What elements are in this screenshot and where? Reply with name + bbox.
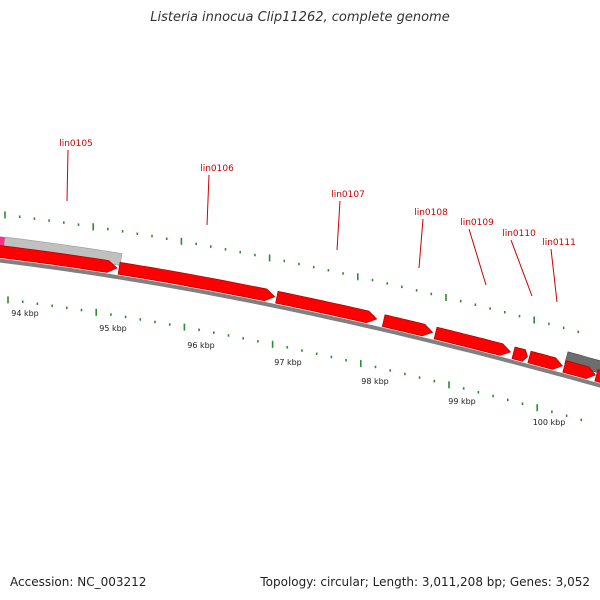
gene-leader-line [418,218,424,269]
gene-leader-line [336,200,341,251]
gene-arrow [594,369,600,383]
gene-layer [0,245,600,383]
scale-tick-label: 97 kbp [274,358,302,367]
gene-label: lin0106 [200,164,234,174]
gene-label: lin0107 [331,190,365,200]
gene-arrow [0,245,118,273]
scale-tick-label: 99 kbp [448,397,476,406]
gene-arrow [433,326,512,356]
gene-arrow [275,290,378,324]
gene-arrow [381,314,434,337]
gc-dot-layer [4,211,583,422]
gene-leader-line [66,149,69,202]
gene-arrow [117,262,276,302]
accession-text: Accession: NC_003212 [10,575,147,589]
gene-arrow [511,346,528,362]
gene-arrow [562,360,596,379]
scale-tick-label: 94 kbp [11,309,39,318]
gene-label: lin0108 [414,208,448,218]
gene-label: lin0109 [460,218,494,228]
gene-label: lin0110 [502,229,536,239]
scale-tick-label: 98 kbp [361,377,389,386]
backbone-layer [0,258,600,388]
gene-leader-line [206,174,210,226]
gene-label-layer: lin0105 lin0106 lin0107 lin0108 lin0109 lin01… [59,139,576,303]
gene-arrow [527,350,563,370]
gene-leader-line [510,239,533,297]
gene-label: lin0105 [59,139,93,149]
genome-summary: Topology: circular; Length: 3,011,208 bp… [260,575,590,589]
scale-tick-label: 100 kbp [533,418,566,427]
gene-leader-line [468,228,487,286]
gene-leader-line [550,248,558,303]
scale-layer: 94 kbp 95 kbp 96 kbp 97 kbp 98 kbp 99 kbp 100 … [11,309,565,427]
scale-tick-label: 96 kbp [187,341,215,350]
genome-backbone [0,258,600,388]
genome-title: Listeria innocua Clip11262, complete gen… [150,10,450,25]
gene-label: lin0111 [542,238,576,248]
scale-tick-label: 95 kbp [99,324,127,333]
